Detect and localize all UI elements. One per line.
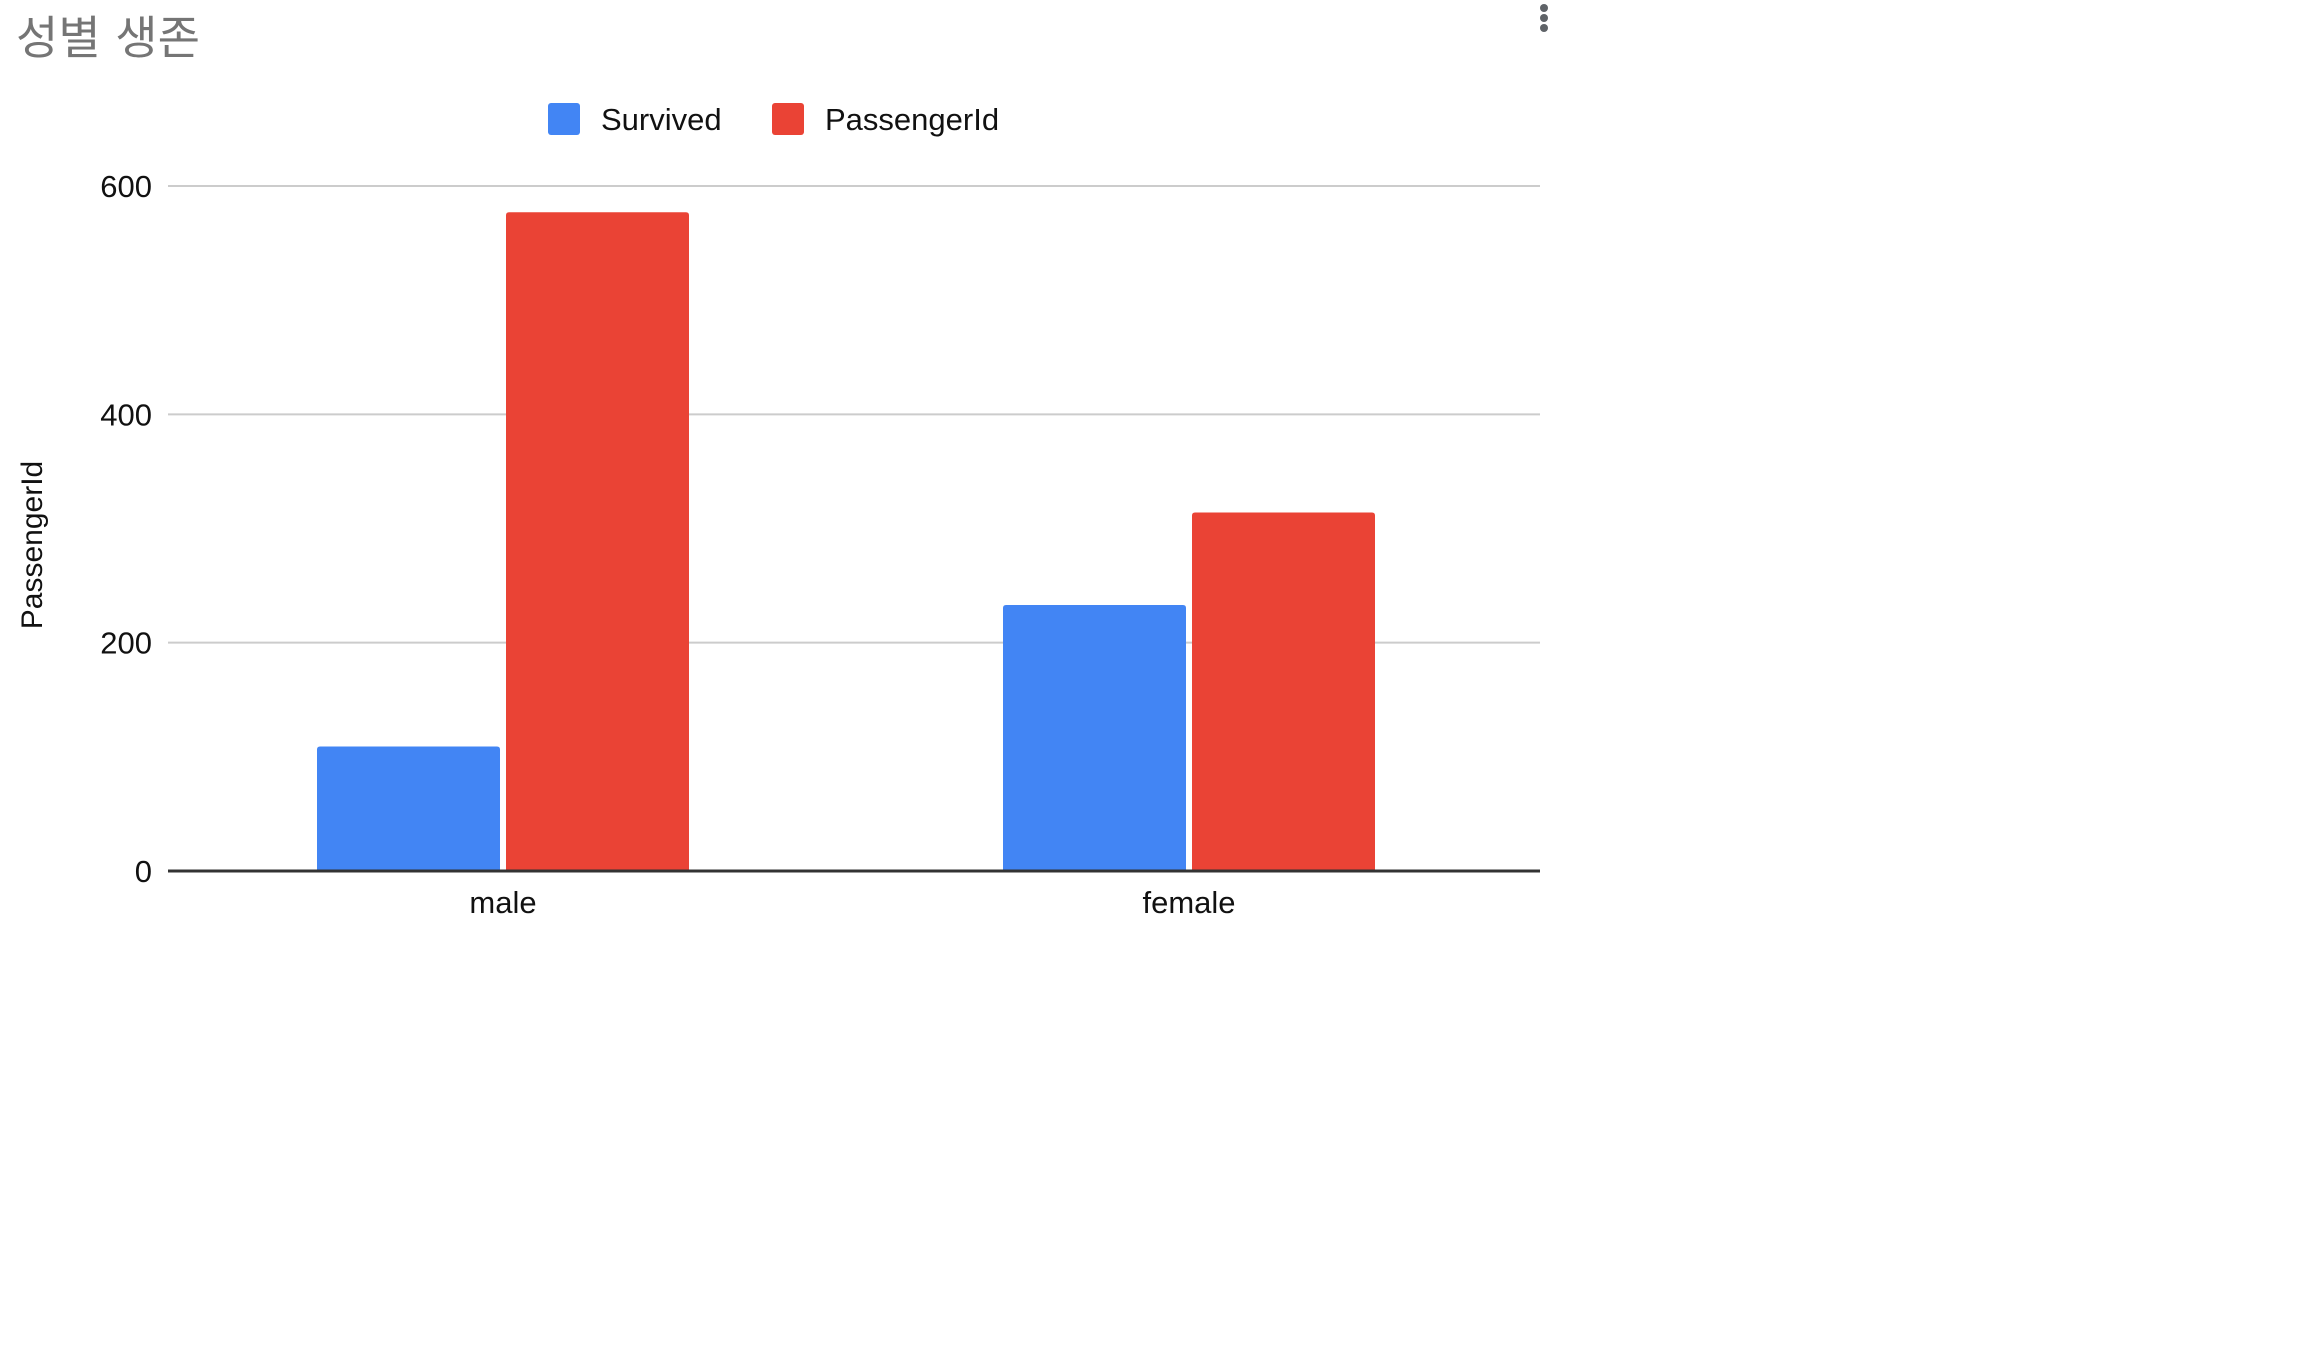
y-axis-ticks: 0 200 400 600: [100, 169, 152, 889]
y-tick-label: 200: [100, 626, 152, 661]
bar-survived-female[interactable]: [1003, 604, 1186, 871]
more-options-button[interactable]: [1536, 0, 1552, 36]
bar-passengerid-female[interactable]: [1192, 512, 1375, 871]
legend-swatch: [772, 103, 804, 135]
bars: [317, 212, 1375, 872]
bar-passengerid-male[interactable]: [506, 212, 689, 872]
more-vert-icon: [1540, 4, 1548, 12]
chart-legend: Survived PassengerId: [548, 102, 999, 137]
y-tick-label: 0: [135, 854, 152, 889]
bar-survived-male[interactable]: [317, 746, 500, 871]
y-axis-label: PassengerId: [16, 461, 49, 629]
y-tick-label: 600: [100, 169, 152, 204]
bar-chart: Survived PassengerId 0 200 400 600 male femal…: [16, 102, 1540, 920]
x-tick-label: female: [1142, 885, 1235, 920]
chart-card: 성별 생존 Survived PassengerId 0 200 400 600 mal…: [0, 0, 1564, 936]
legend-label: Survived: [601, 102, 722, 137]
x-axis-ticks: male female: [469, 885, 1235, 920]
x-tick-label: male: [469, 885, 536, 920]
legend-swatch: [548, 103, 580, 135]
y-tick-label: 400: [100, 397, 152, 432]
legend-label: PassengerId: [825, 102, 999, 137]
chart-title: 성별 생존: [16, 11, 200, 65]
